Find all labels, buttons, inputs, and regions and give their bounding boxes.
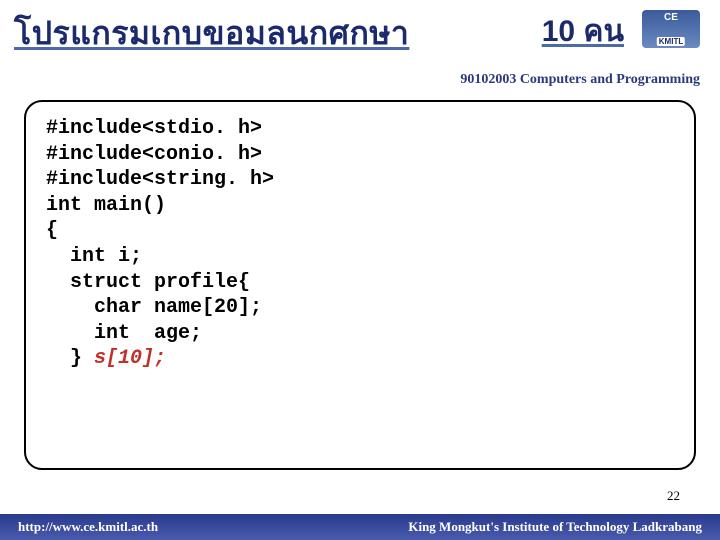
footer-bar: http://www.ce.kmitl.ac.th King Mongkut's… xyxy=(0,514,720,540)
page-number: 22 xyxy=(667,488,680,504)
course-label: 90102003 Computers and Programming xyxy=(0,72,720,94)
title-bar: โปรแกรมเกบขอมลนกศกษา 10 คน xyxy=(0,0,720,72)
slide-title-right: 10 คน xyxy=(542,8,624,55)
code-box: #include<stdio. h> #include<conio. h> #i… xyxy=(24,100,696,470)
kmitl-logo xyxy=(642,10,700,48)
footer-institution: King Mongkut's Institute of Technology L… xyxy=(408,519,702,535)
footer-url: http://www.ce.kmitl.ac.th xyxy=(18,519,158,535)
slide-title-left: โปรแกรมเกบขอมลนกศกษา xyxy=(14,8,542,59)
